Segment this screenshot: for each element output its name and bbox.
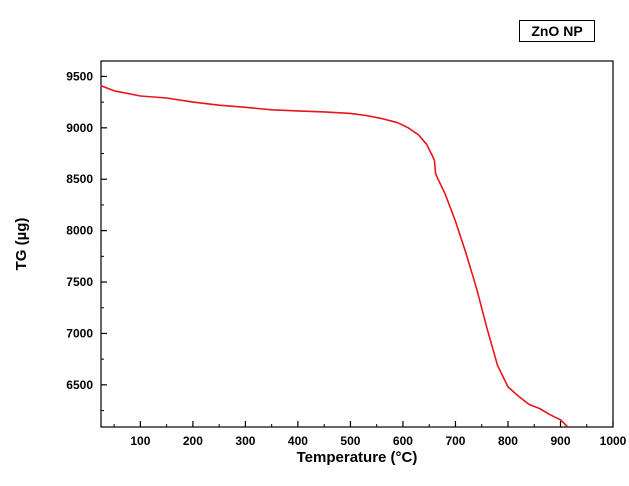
y-tick-label: 8500 [66, 172, 93, 186]
x-minor-ticks [113, 424, 588, 427]
plot-area-frame [100, 60, 614, 428]
x-tick-label: 400 [288, 434, 308, 448]
y-tick-labels: 6500 7000 7500 8000 8500 9000 9500 [66, 69, 93, 391]
legend-box: ZnO NP [519, 20, 595, 42]
x-tick-label: 900 [550, 434, 570, 448]
y-tick-label: 7500 [66, 275, 93, 289]
y-major-ticks [101, 75, 107, 386]
x-axis-title: Temperature (°C) [297, 449, 418, 466]
y-axis-title: TG (µg) [13, 218, 30, 271]
x-tick-label: 300 [235, 434, 255, 448]
x-tick-label: 700 [445, 434, 465, 448]
y-tick-label: 7000 [66, 326, 93, 340]
x-tick-label: 100 [130, 434, 150, 448]
y-tick-label: 9500 [66, 69, 93, 83]
x-tick-labels: 100 200 300 400 500 600 700 800 900 1000 [130, 434, 626, 448]
x-tick-label: 600 [393, 434, 413, 448]
x-tick-label: 200 [183, 434, 203, 448]
y-tick-label: 6500 [66, 378, 93, 392]
tg-curve-line [100, 84, 568, 427]
x-tick-label: 800 [498, 434, 518, 448]
x-major-ticks [139, 421, 614, 427]
legend-label: ZnO NP [531, 23, 583, 39]
x-tick-label: 1000 [600, 434, 627, 448]
x-tick-label: 500 [340, 434, 360, 448]
y-tick-label: 9000 [66, 121, 93, 135]
y-minor-ticks [101, 101, 104, 412]
y-tick-label: 8000 [66, 224, 93, 238]
